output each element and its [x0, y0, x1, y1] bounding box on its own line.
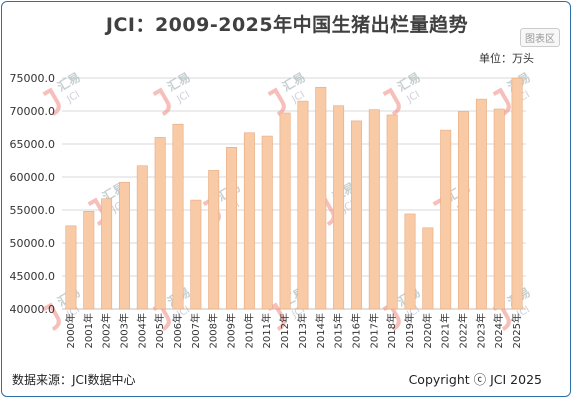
x-tick-label: 2022年 — [457, 313, 470, 348]
bar — [458, 111, 470, 310]
watermark-mark — [382, 302, 401, 332]
x-tick-label: 2010年 — [242, 313, 255, 348]
bar — [368, 109, 380, 310]
bar — [297, 100, 309, 310]
watermark-mark — [152, 87, 171, 117]
x-tick-label: 2006年 — [171, 313, 184, 348]
watermark-brand: 汇易 — [395, 70, 423, 94]
bar — [190, 199, 202, 310]
watermark-brand: 汇易 — [165, 70, 193, 94]
bar — [511, 77, 523, 310]
y-tick-label: 55000.0 — [10, 204, 56, 217]
x-tick-label: 2018年 — [385, 313, 398, 348]
watermark-mark — [267, 302, 286, 332]
x-tick-label: 2001年 — [82, 313, 95, 348]
y-tick-label: 70000.0 — [10, 105, 56, 118]
bar — [208, 170, 220, 310]
x-tick-label: 2024年 — [492, 313, 505, 348]
watermark-mark — [492, 87, 511, 117]
bar — [475, 98, 487, 310]
x-tick-label: 2023年 — [474, 313, 487, 348]
bar — [83, 211, 95, 310]
y-tick-label: 40000.0 — [10, 303, 56, 316]
bar — [65, 225, 77, 310]
y-tick-label: 50000.0 — [10, 237, 56, 250]
y-tick-label: 60000.0 — [10, 171, 56, 184]
bar — [440, 129, 452, 310]
watermark-mark — [492, 302, 511, 332]
bar — [118, 181, 130, 310]
watermark-mark — [42, 87, 61, 117]
bar — [136, 165, 148, 310]
bar — [172, 123, 184, 310]
bar — [279, 112, 291, 310]
bar — [154, 137, 166, 310]
bar — [386, 114, 398, 310]
x-tick-label: 2019年 — [403, 313, 416, 348]
x-tick-label: 2008年 — [207, 313, 220, 348]
x-tick-label: 2020年 — [421, 313, 434, 348]
watermark-sub: JCI — [404, 89, 422, 105]
x-tick-label: 2012年 — [278, 313, 291, 348]
bar — [404, 213, 416, 310]
y-tick-label: 75000.0 — [10, 72, 56, 85]
bar — [333, 105, 345, 310]
x-tick-label: 2000年 — [64, 313, 77, 348]
watermark-mark — [152, 302, 171, 332]
x-tick-label: 2009年 — [225, 313, 238, 348]
chart-title: JCI：2009-2025年中国生猪出栏量趋势 — [105, 14, 469, 36]
bar — [243, 132, 255, 310]
x-tick-label: 2003年 — [117, 313, 130, 348]
unit-label: 单位：万头 — [479, 52, 534, 65]
x-tick-label: 2005年 — [153, 313, 166, 348]
chart-area-badge[interactable]: 图表区 — [520, 28, 560, 47]
x-tick-label: 2016年 — [349, 313, 362, 348]
y-tick-label: 65000.0 — [10, 138, 56, 151]
bar — [226, 147, 238, 310]
watermark-brand: 汇易 — [55, 70, 83, 94]
y-tick-label: 45000.0 — [10, 270, 56, 283]
x-tick-label: 2013年 — [296, 313, 309, 348]
x-tick-label: 2014年 — [314, 313, 327, 348]
x-tick-label: 2021年 — [439, 313, 452, 348]
bar — [350, 120, 362, 310]
bar — [422, 227, 434, 310]
watermark-sub: JCI — [174, 89, 192, 105]
bar — [315, 86, 327, 310]
watermark-mark — [382, 87, 401, 117]
data-source: 数据来源：JCI数据中心 — [12, 373, 136, 387]
watermark-brand: 汇易 — [280, 70, 308, 94]
bar — [493, 108, 505, 310]
x-tick-label: 2015年 — [332, 313, 345, 348]
x-tick-label: 2007年 — [189, 313, 202, 348]
bar — [101, 198, 113, 310]
x-tick-label: 2025年 — [510, 313, 523, 348]
x-tick-label: 2017年 — [367, 313, 380, 348]
x-tick-label: 2004年 — [135, 313, 148, 348]
copyright: Copyright ⓒ JCI 2025 — [408, 372, 542, 387]
watermark-sub: JCI — [64, 89, 82, 105]
watermark-mark — [42, 302, 61, 332]
x-tick-label: 2002年 — [100, 313, 113, 348]
x-tick-label: 2011年 — [260, 313, 273, 348]
bar — [261, 135, 273, 310]
